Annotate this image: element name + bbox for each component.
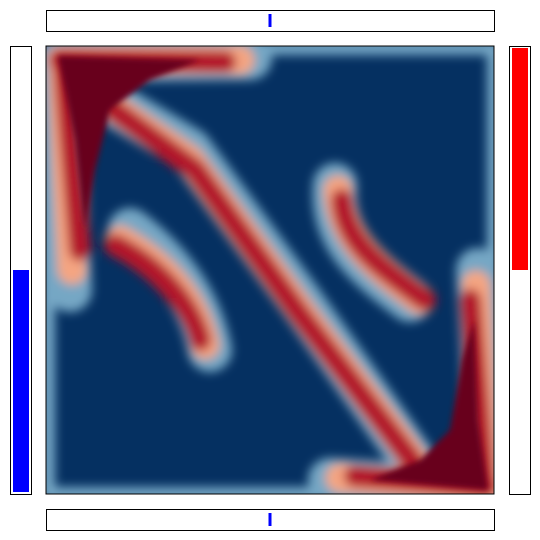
flow-field [46,46,494,494]
left-fill [13,270,29,492]
right-fill [512,48,528,270]
field-frame [45,45,495,495]
